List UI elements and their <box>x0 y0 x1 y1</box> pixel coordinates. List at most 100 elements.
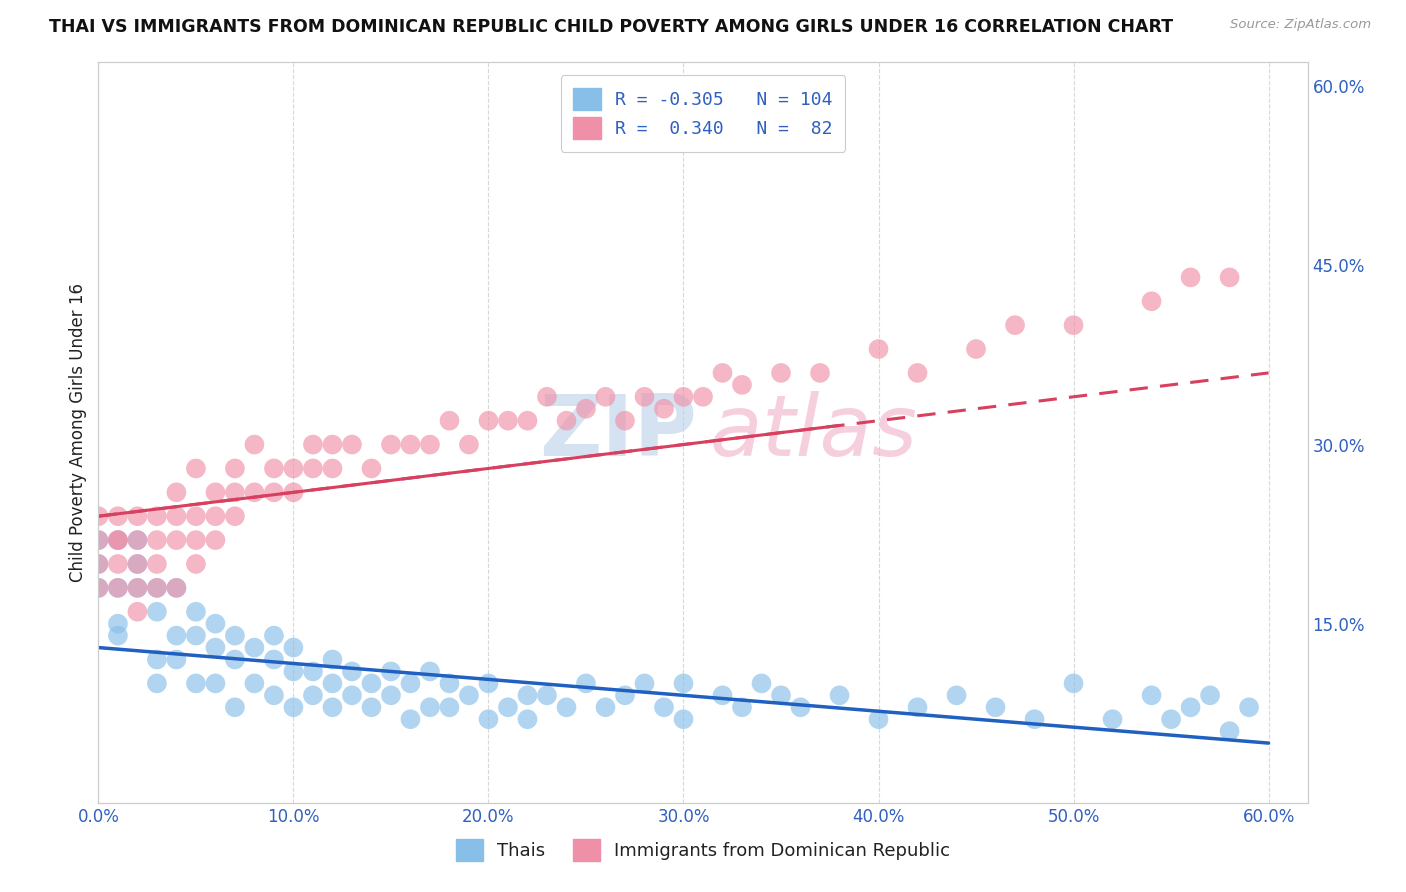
Point <box>516 712 538 726</box>
Text: THAI VS IMMIGRANTS FROM DOMINICAN REPUBLIC CHILD POVERTY AMONG GIRLS UNDER 16 CO: THAI VS IMMIGRANTS FROM DOMINICAN REPUBL… <box>49 18 1174 36</box>
Point <box>419 700 441 714</box>
Point <box>127 581 149 595</box>
Point <box>184 533 207 547</box>
Point <box>146 581 169 595</box>
Point <box>789 700 811 714</box>
Point <box>380 689 402 703</box>
Point <box>184 605 207 619</box>
Point <box>107 581 129 595</box>
Point <box>165 485 187 500</box>
Point <box>87 533 110 547</box>
Point <box>360 700 382 714</box>
Point <box>496 700 519 714</box>
Point <box>302 665 325 679</box>
Point <box>107 581 129 595</box>
Point <box>965 342 987 356</box>
Point <box>204 509 226 524</box>
Point <box>672 712 695 726</box>
Point <box>633 390 655 404</box>
Point <box>769 689 792 703</box>
Point <box>711 366 734 380</box>
Point <box>439 676 461 690</box>
Point <box>458 437 481 451</box>
Point <box>1199 689 1222 703</box>
Point <box>224 629 246 643</box>
Point <box>165 629 187 643</box>
Point <box>907 366 929 380</box>
Point <box>360 461 382 475</box>
Point <box>652 401 675 416</box>
Point <box>127 605 149 619</box>
Point <box>146 557 169 571</box>
Point <box>828 689 851 703</box>
Point <box>516 414 538 428</box>
Point <box>360 676 382 690</box>
Point <box>1063 676 1085 690</box>
Point <box>204 640 226 655</box>
Text: Source: ZipAtlas.com: Source: ZipAtlas.com <box>1230 18 1371 31</box>
Point <box>439 700 461 714</box>
Point <box>1219 724 1241 739</box>
Point <box>165 509 187 524</box>
Point <box>614 414 637 428</box>
Point <box>633 676 655 690</box>
Point <box>165 581 187 595</box>
Point <box>808 366 831 380</box>
Point <box>1180 270 1202 285</box>
Point <box>907 700 929 714</box>
Point <box>146 581 169 595</box>
Point <box>321 700 343 714</box>
Point <box>263 652 285 666</box>
Point <box>516 689 538 703</box>
Point <box>302 689 325 703</box>
Point <box>984 700 1007 714</box>
Point <box>107 533 129 547</box>
Point <box>1140 689 1163 703</box>
Point <box>1160 712 1182 726</box>
Point <box>224 652 246 666</box>
Point <box>868 342 890 356</box>
Point <box>399 712 422 726</box>
Point <box>575 676 598 690</box>
Point <box>243 676 266 690</box>
Point <box>1101 712 1123 726</box>
Point <box>127 557 149 571</box>
Point <box>107 616 129 631</box>
Point <box>283 665 305 679</box>
Point <box>496 414 519 428</box>
Point <box>711 689 734 703</box>
Point <box>945 689 967 703</box>
Point <box>340 437 363 451</box>
Point <box>555 700 578 714</box>
Point <box>224 485 246 500</box>
Point <box>224 461 246 475</box>
Point <box>555 414 578 428</box>
Text: ZIP: ZIP <box>540 391 697 475</box>
Point <box>127 581 149 595</box>
Point <box>87 557 110 571</box>
Point <box>243 640 266 655</box>
Legend: Thais, Immigrants from Dominican Republic: Thais, Immigrants from Dominican Republi… <box>449 831 957 868</box>
Point <box>536 689 558 703</box>
Point <box>340 689 363 703</box>
Point <box>1140 294 1163 309</box>
Point <box>439 414 461 428</box>
Point <box>399 437 422 451</box>
Point <box>283 700 305 714</box>
Point <box>243 437 266 451</box>
Point <box>184 676 207 690</box>
Point <box>380 665 402 679</box>
Point <box>127 557 149 571</box>
Point <box>87 581 110 595</box>
Point <box>1237 700 1260 714</box>
Point <box>283 461 305 475</box>
Point <box>224 509 246 524</box>
Point <box>87 509 110 524</box>
Point <box>127 533 149 547</box>
Point <box>107 629 129 643</box>
Point <box>1180 700 1202 714</box>
Point <box>243 485 266 500</box>
Point <box>146 676 169 690</box>
Point <box>477 676 499 690</box>
Point <box>283 485 305 500</box>
